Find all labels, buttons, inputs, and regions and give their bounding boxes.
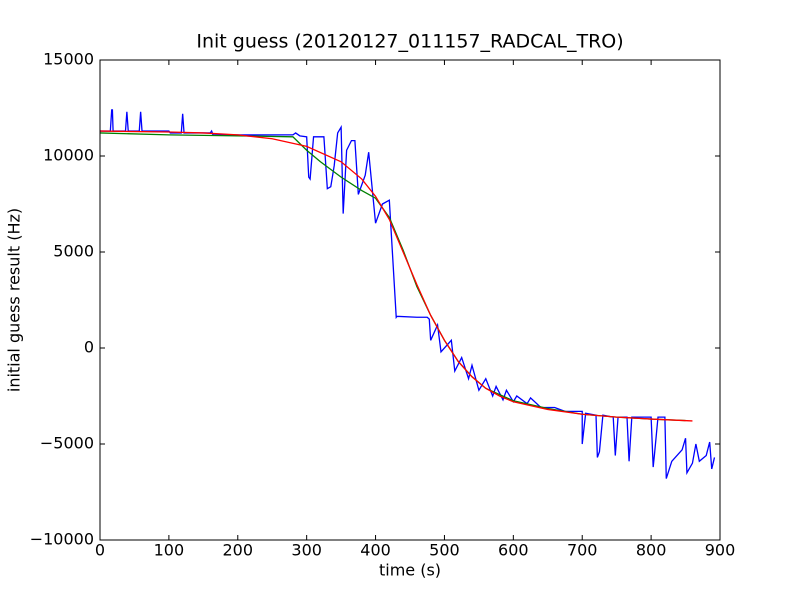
x-tick-label: 100 (154, 541, 185, 560)
data-line (100, 109, 716, 479)
y-axis-label: initial guess result (Hz) (5, 208, 24, 392)
x-tick-label: 900 (705, 541, 736, 560)
x-tick-label: 600 (498, 541, 529, 560)
x-tick-label: 0 (95, 541, 105, 560)
y-tick-label: −5000 (40, 434, 94, 453)
x-tick-label: 200 (223, 541, 254, 560)
data-line (99, 130, 693, 422)
x-axis-label: time (s) (379, 561, 441, 580)
x-tick-label: 700 (567, 541, 598, 560)
plot-frame (99, 59, 721, 541)
y-tick-label: −10000 (30, 530, 94, 549)
x-tick-label: 800 (636, 541, 667, 560)
chart-title: Init guess (20120127_011157_RADCAL_TRO) (196, 31, 623, 53)
x-tick-label: 300 (291, 541, 322, 560)
y-tick-label: 0 (84, 338, 94, 357)
x-tick-label: 400 (360, 541, 391, 560)
x-tick-label: 500 (429, 541, 460, 560)
y-tick-label: 10000 (43, 146, 94, 165)
y-tick-label: 5000 (53, 242, 94, 261)
y-tick-label: 15000 (43, 50, 94, 69)
